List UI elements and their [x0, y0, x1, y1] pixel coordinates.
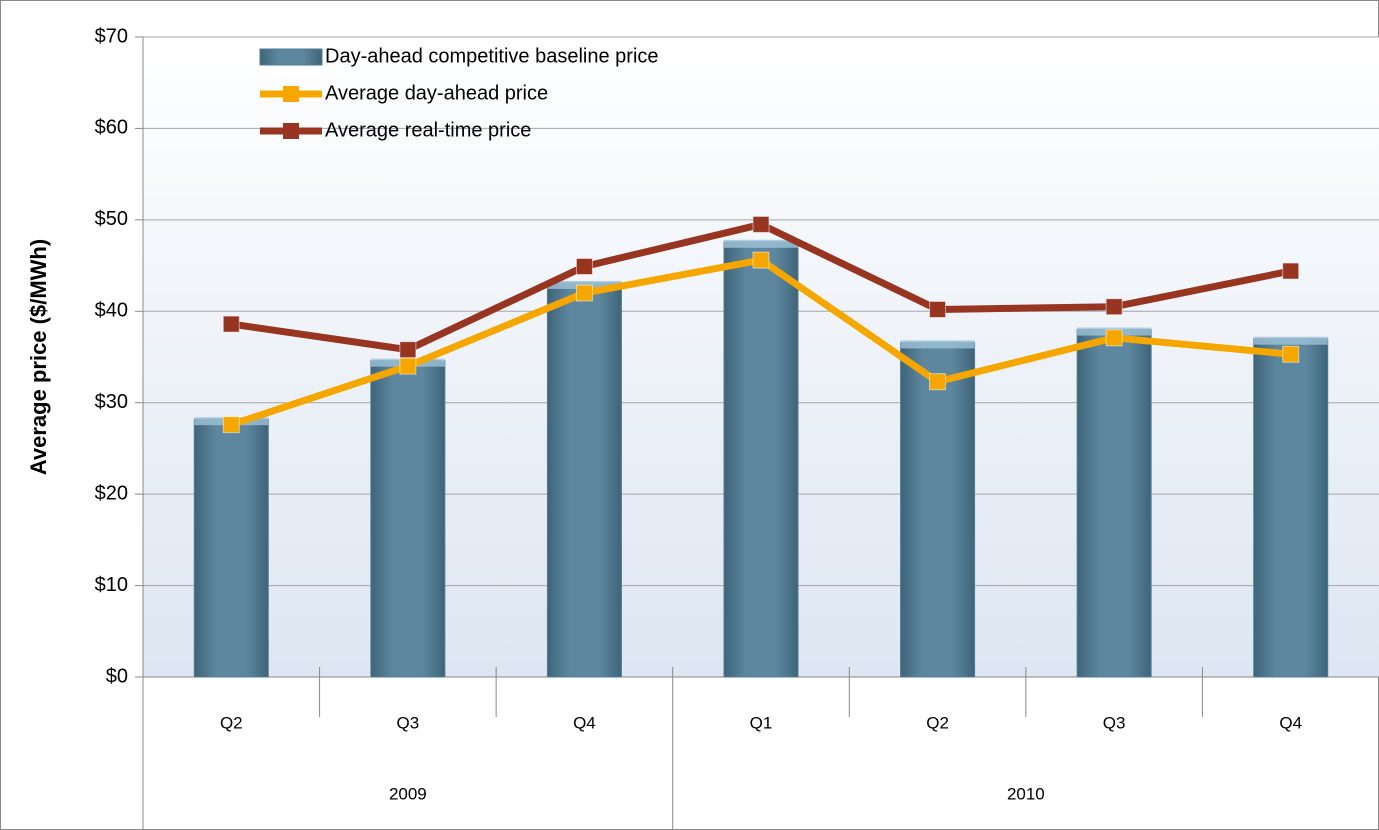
- marker: [929, 300, 947, 318]
- x-tick-label: Q2: [926, 713, 949, 732]
- y-tick-label: $10: [95, 574, 128, 596]
- y-axis-label: Average price ($/MWh): [26, 239, 51, 475]
- legend-marker: [283, 86, 299, 102]
- marker: [752, 215, 770, 233]
- bar: [1076, 329, 1152, 678]
- y-tick-label: $50: [95, 208, 128, 230]
- bar: [193, 418, 269, 678]
- bar: [723, 241, 799, 678]
- bar: [900, 341, 976, 678]
- bar: [370, 360, 446, 678]
- marker: [399, 341, 417, 359]
- x-tick-label: Q3: [1103, 713, 1126, 732]
- marker: [575, 257, 593, 275]
- y-tick-label: $70: [95, 25, 128, 47]
- x-tick-label: Q4: [573, 713, 596, 732]
- y-tick-label: $60: [95, 117, 128, 139]
- marker: [1105, 298, 1123, 316]
- marker: [1105, 329, 1123, 347]
- x-tick-label: Q3: [397, 713, 420, 732]
- group-label: 2010: [1007, 784, 1045, 803]
- y-tick-label: $0: [106, 665, 128, 687]
- legend-label: Day-ahead competitive baseline price: [325, 45, 659, 67]
- marker: [1282, 345, 1300, 363]
- bar: [546, 282, 622, 678]
- x-tick-label: Q1: [750, 713, 773, 732]
- y-tick-label: $40: [95, 300, 128, 322]
- legend-swatch: [259, 48, 323, 66]
- marker: [399, 357, 417, 375]
- marker: [752, 251, 770, 269]
- bar: [1253, 338, 1329, 678]
- legend-label: Average day-ahead price: [325, 82, 548, 104]
- legend-marker: [283, 123, 299, 139]
- legend-label: Average real-time price: [325, 119, 531, 141]
- y-tick-label: $20: [95, 482, 128, 504]
- marker: [929, 373, 947, 391]
- bar-cap: [1253, 336, 1328, 345]
- marker: [222, 315, 240, 333]
- group-label: 2009: [389, 784, 427, 803]
- x-tick-label: Q2: [220, 713, 243, 732]
- marker: [575, 284, 593, 302]
- bar-cap: [724, 239, 798, 248]
- y-tick-label: $30: [95, 391, 128, 413]
- bar-cap: [900, 340, 975, 349]
- marker: [222, 416, 240, 434]
- marker: [1282, 262, 1300, 280]
- x-tick-label: Q4: [1279, 713, 1302, 732]
